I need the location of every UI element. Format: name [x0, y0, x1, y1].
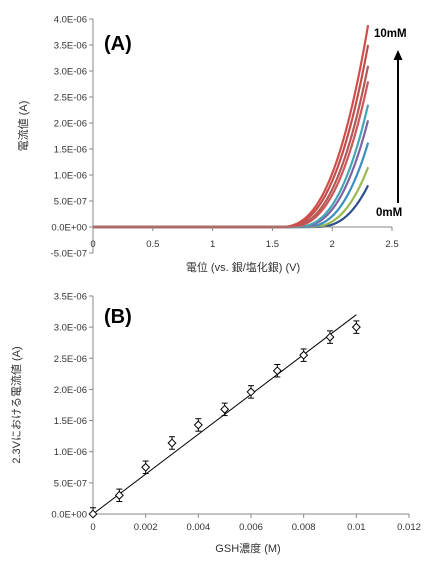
chart-a-arrow — [393, 50, 403, 203]
chart-b-diamond-marker — [220, 404, 230, 414]
chart-a-y-tick-label: 1.0E-06 — [54, 171, 87, 182]
chart-a-y-tick-label: 2.5E-06 — [54, 93, 87, 104]
chart-b-x-tick-label: 0.004 — [186, 522, 210, 533]
chart-b-y-tick-label: 1.0E-06 — [54, 447, 87, 458]
chart-a-series-line-4 — [93, 104, 370, 229]
chart-b-y-tick-label: 0.0E+00 — [51, 510, 87, 521]
chart-a-panel-label: (A) — [104, 33, 132, 55]
chart-b-point — [141, 460, 151, 475]
chart-a-y-tick-label: -5.0E-07 — [51, 249, 87, 260]
chart-a-series-line-5 — [93, 81, 370, 229]
chart-b-y-tick-label: 2.0E-06 — [54, 385, 87, 396]
chart-b-point — [325, 330, 335, 344]
chart-a-annotation-bottom: 0mM — [376, 207, 402, 219]
chart-b-y-tick-label: 2.5E-06 — [54, 354, 87, 365]
chart-a-x-ticks: 0 0.5 1 1.5 2 2.5 — [90, 227, 399, 250]
chart-b-diamond-marker — [246, 387, 256, 397]
chart-b-y-ticks: 0.0E+00 5.0E-07 1.0E-06 1.5E-06 2.0E-06 2.5E-… — [51, 292, 93, 521]
chart-a-x-tick-label: 1.5 — [266, 239, 279, 250]
chart-b-point — [299, 348, 309, 362]
chart-b-x-tick-label: 0 — [90, 522, 95, 533]
chart-a-x-tick-label: 2.5 — [385, 239, 398, 250]
chart-b-x-ticks: 0 0.002 0.004 0.006 0.008 0.01 0.012 — [90, 514, 421, 533]
chart-b-x-tick-label: 0.008 — [292, 522, 316, 533]
chart-a-xlabel: 電位 (vs. 銀/塩化銀) (V) — [186, 260, 300, 274]
chart-b-point — [167, 436, 177, 450]
chart-b-y-tick-label: 3.5E-06 — [54, 292, 87, 303]
chart-b-diamond-marker — [193, 420, 203, 430]
chart-b-point — [220, 402, 230, 417]
chart-b-xlabel: GSH濃度 (M) — [215, 541, 280, 555]
chart-b-point — [246, 385, 256, 399]
chart-b-ylabel: 2.3Vにおける電流値 (A) — [9, 346, 23, 463]
chart-b-point — [272, 364, 282, 378]
chart-a-x-tick-label: 0.5 — [146, 239, 159, 250]
chart-b-diamond-marker — [88, 509, 98, 519]
chart-a-y-ticks: -5.0E-07 0.0E+00 5.0E-07 1.0E-06 1.5E-06 2.0E… — [51, 15, 93, 260]
chart-a-y-tick-label: 3.5E-06 — [54, 41, 87, 52]
chart-a-y-tick-label: 0.0E+00 — [51, 223, 87, 234]
chart-b-y-tick-label: 1.5E-06 — [54, 416, 87, 427]
chart-a-y-tick-label: 2.0E-06 — [54, 119, 87, 130]
chart-a-y-tick-label: 5.0E-07 — [54, 197, 87, 208]
chart-b-x-tick-label: 0.002 — [134, 522, 158, 533]
chart-b-y-tick-label: 3.0E-06 — [54, 323, 87, 334]
chart-b-point — [351, 320, 361, 334]
chart-b-diamond-marker — [272, 366, 282, 376]
chart-b-point — [114, 488, 124, 503]
chart-b-diamond-marker — [114, 490, 124, 500]
chart-b-diamond-marker — [351, 322, 361, 332]
chart-a-y-tick-label: 1.5E-06 — [54, 145, 87, 156]
chart-b-y-tick-label: 5.0E-07 — [54, 478, 87, 489]
chart-b: 0.0E+00 5.0E-07 1.0E-06 1.5E-06 2.0E-06 2.5E-… — [9, 292, 421, 556]
chart-b-x-tick-label: 0.006 — [239, 522, 263, 533]
chart-a-x-tick-label: 1 — [210, 239, 215, 250]
chart-a-curves — [93, 25, 370, 229]
chart-b-x-tick-label: 0.01 — [347, 522, 366, 533]
chart-a-y-tick-label: 3.0E-06 — [54, 67, 87, 78]
chart-a: -5.0E-07 0.0E+00 5.0E-07 1.0E-06 1.5E-06 2.0E… — [16, 15, 407, 275]
chart-b-diamond-marker — [141, 462, 151, 472]
chart-a-x-tick-label: 2 — [330, 239, 335, 250]
chart-b-diamond-marker — [299, 350, 309, 360]
chart-b-point — [88, 507, 98, 519]
chart-a-ylabel: 電流値 (A) — [16, 101, 30, 152]
chart-a-series-line-1 — [93, 166, 370, 229]
chart-b-points — [88, 320, 361, 519]
chart-a-y-tick-label: 4.0E-06 — [54, 15, 87, 26]
chart-b-point — [193, 418, 203, 432]
chart-b-diamond-marker — [325, 332, 335, 342]
chart-b-panel-label: (B) — [104, 306, 132, 328]
chart-a-annotation-top: 10mM — [374, 28, 407, 40]
chart-b-x-tick-label: 0.012 — [397, 522, 421, 533]
chart-a-x-tick-label: 0 — [90, 239, 95, 250]
chart-b-diamond-marker — [167, 438, 177, 448]
chart-a-series-line-8 — [93, 25, 370, 229]
